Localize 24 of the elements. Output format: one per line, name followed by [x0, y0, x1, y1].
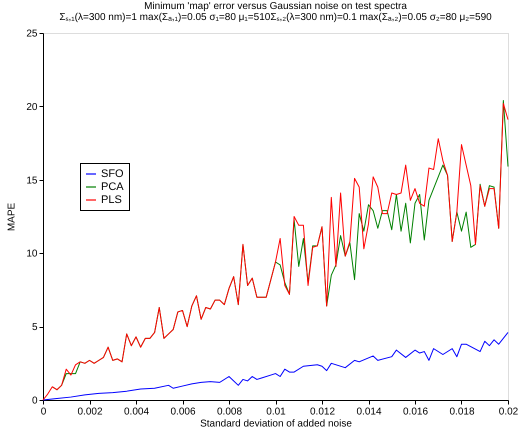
legend-label: SFO — [101, 168, 124, 180]
x-tick-label: 0.01 — [266, 406, 286, 418]
y-tick-label: 5 — [32, 322, 38, 334]
x-tick-label: 0.002 — [77, 406, 103, 418]
chart-title: Minimum 'map' error versus Gaussian noise on test spectra — [144, 1, 408, 12]
y-tick-label: 0 — [32, 396, 38, 406]
x-tick-label: 0.006 — [170, 406, 196, 418]
y-tick-label: 20 — [26, 102, 38, 113]
chart-subtitle: Σₛ,₁(λ=300 nm)=1 max(Σₐ,₁)=0.05 σ₁=80 μ₁=510Σₛ,₂(λ=300 nm)=0.1 max(Σₐ,₂)=0.05 σ₂=80 μ₂=590 — [59, 12, 492, 23]
x-tick-label: 0.016 — [402, 406, 428, 418]
legend-label: PCA — [101, 181, 124, 193]
x-tick-label: 0 — [40, 406, 47, 418]
x-tick-label: 0.012 — [310, 406, 336, 418]
x-tick-label: 0.008 — [216, 406, 242, 418]
x-tick-label: 0.018 — [449, 406, 475, 418]
x-axis-title: Standard deviation of added noise — [200, 418, 352, 430]
legend-label: PLS — [101, 194, 122, 206]
y-tick-label: 10 — [26, 248, 38, 260]
y-axis-title: MAPE — [6, 202, 18, 232]
x-tick-label: 0.02 — [498, 406, 519, 418]
x-tick-label: 0.014 — [356, 406, 382, 418]
y-tick-label: 15 — [26, 175, 38, 186]
y-tick-label: 25 — [26, 28, 38, 40]
x-tick-label: 0.004 — [124, 406, 150, 418]
